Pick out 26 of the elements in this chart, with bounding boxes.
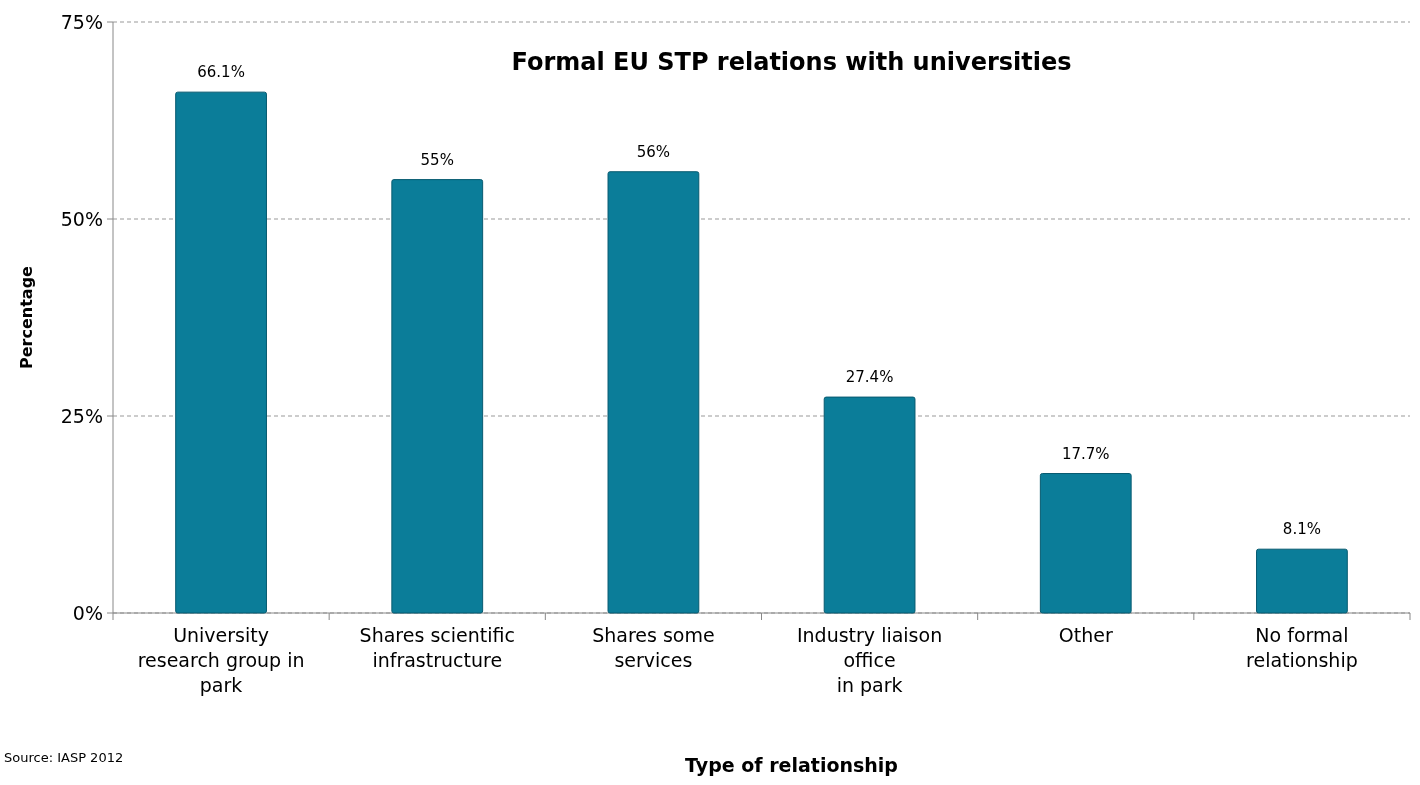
data-label: 17.7%	[1061, 444, 1110, 463]
y-tick-label: 25%	[60, 404, 103, 427]
x-tick-label: University research group in park	[137, 624, 305, 696]
text: Formal EU STP relations with universities	[511, 48, 1072, 76]
x-tick-label: Other	[1058, 624, 1113, 646]
bar	[391, 179, 484, 614]
x-tick-label: No formal relationship	[1246, 624, 1358, 671]
data-label: 66.1%	[197, 63, 245, 82]
bar	[175, 91, 267, 614]
y-tick-label: 75%	[60, 10, 103, 33]
x-tick-label: Industry liaison office in park	[796, 624, 943, 696]
x-tick-label: Shares scientific infrastructure	[359, 624, 515, 671]
source-note: Source: IASP 2012	[4, 750, 124, 765]
bar	[1039, 473, 1132, 614]
data-label: 55%	[420, 150, 454, 169]
data-label: 56%	[636, 142, 671, 161]
y-axis-title: Percentage	[17, 265, 36, 369]
x-tick-label: Shares some services	[592, 624, 715, 671]
data-label: 27.4%	[845, 368, 894, 387]
bar	[1256, 548, 1348, 614]
y-tick-label: 50%	[60, 207, 103, 230]
bar	[823, 396, 916, 614]
x-axis-title: Type of relationship	[685, 754, 898, 776]
bar	[607, 171, 700, 614]
y-tick-label: 0%	[72, 601, 103, 624]
data-label: 8.1%	[1282, 520, 1321, 539]
